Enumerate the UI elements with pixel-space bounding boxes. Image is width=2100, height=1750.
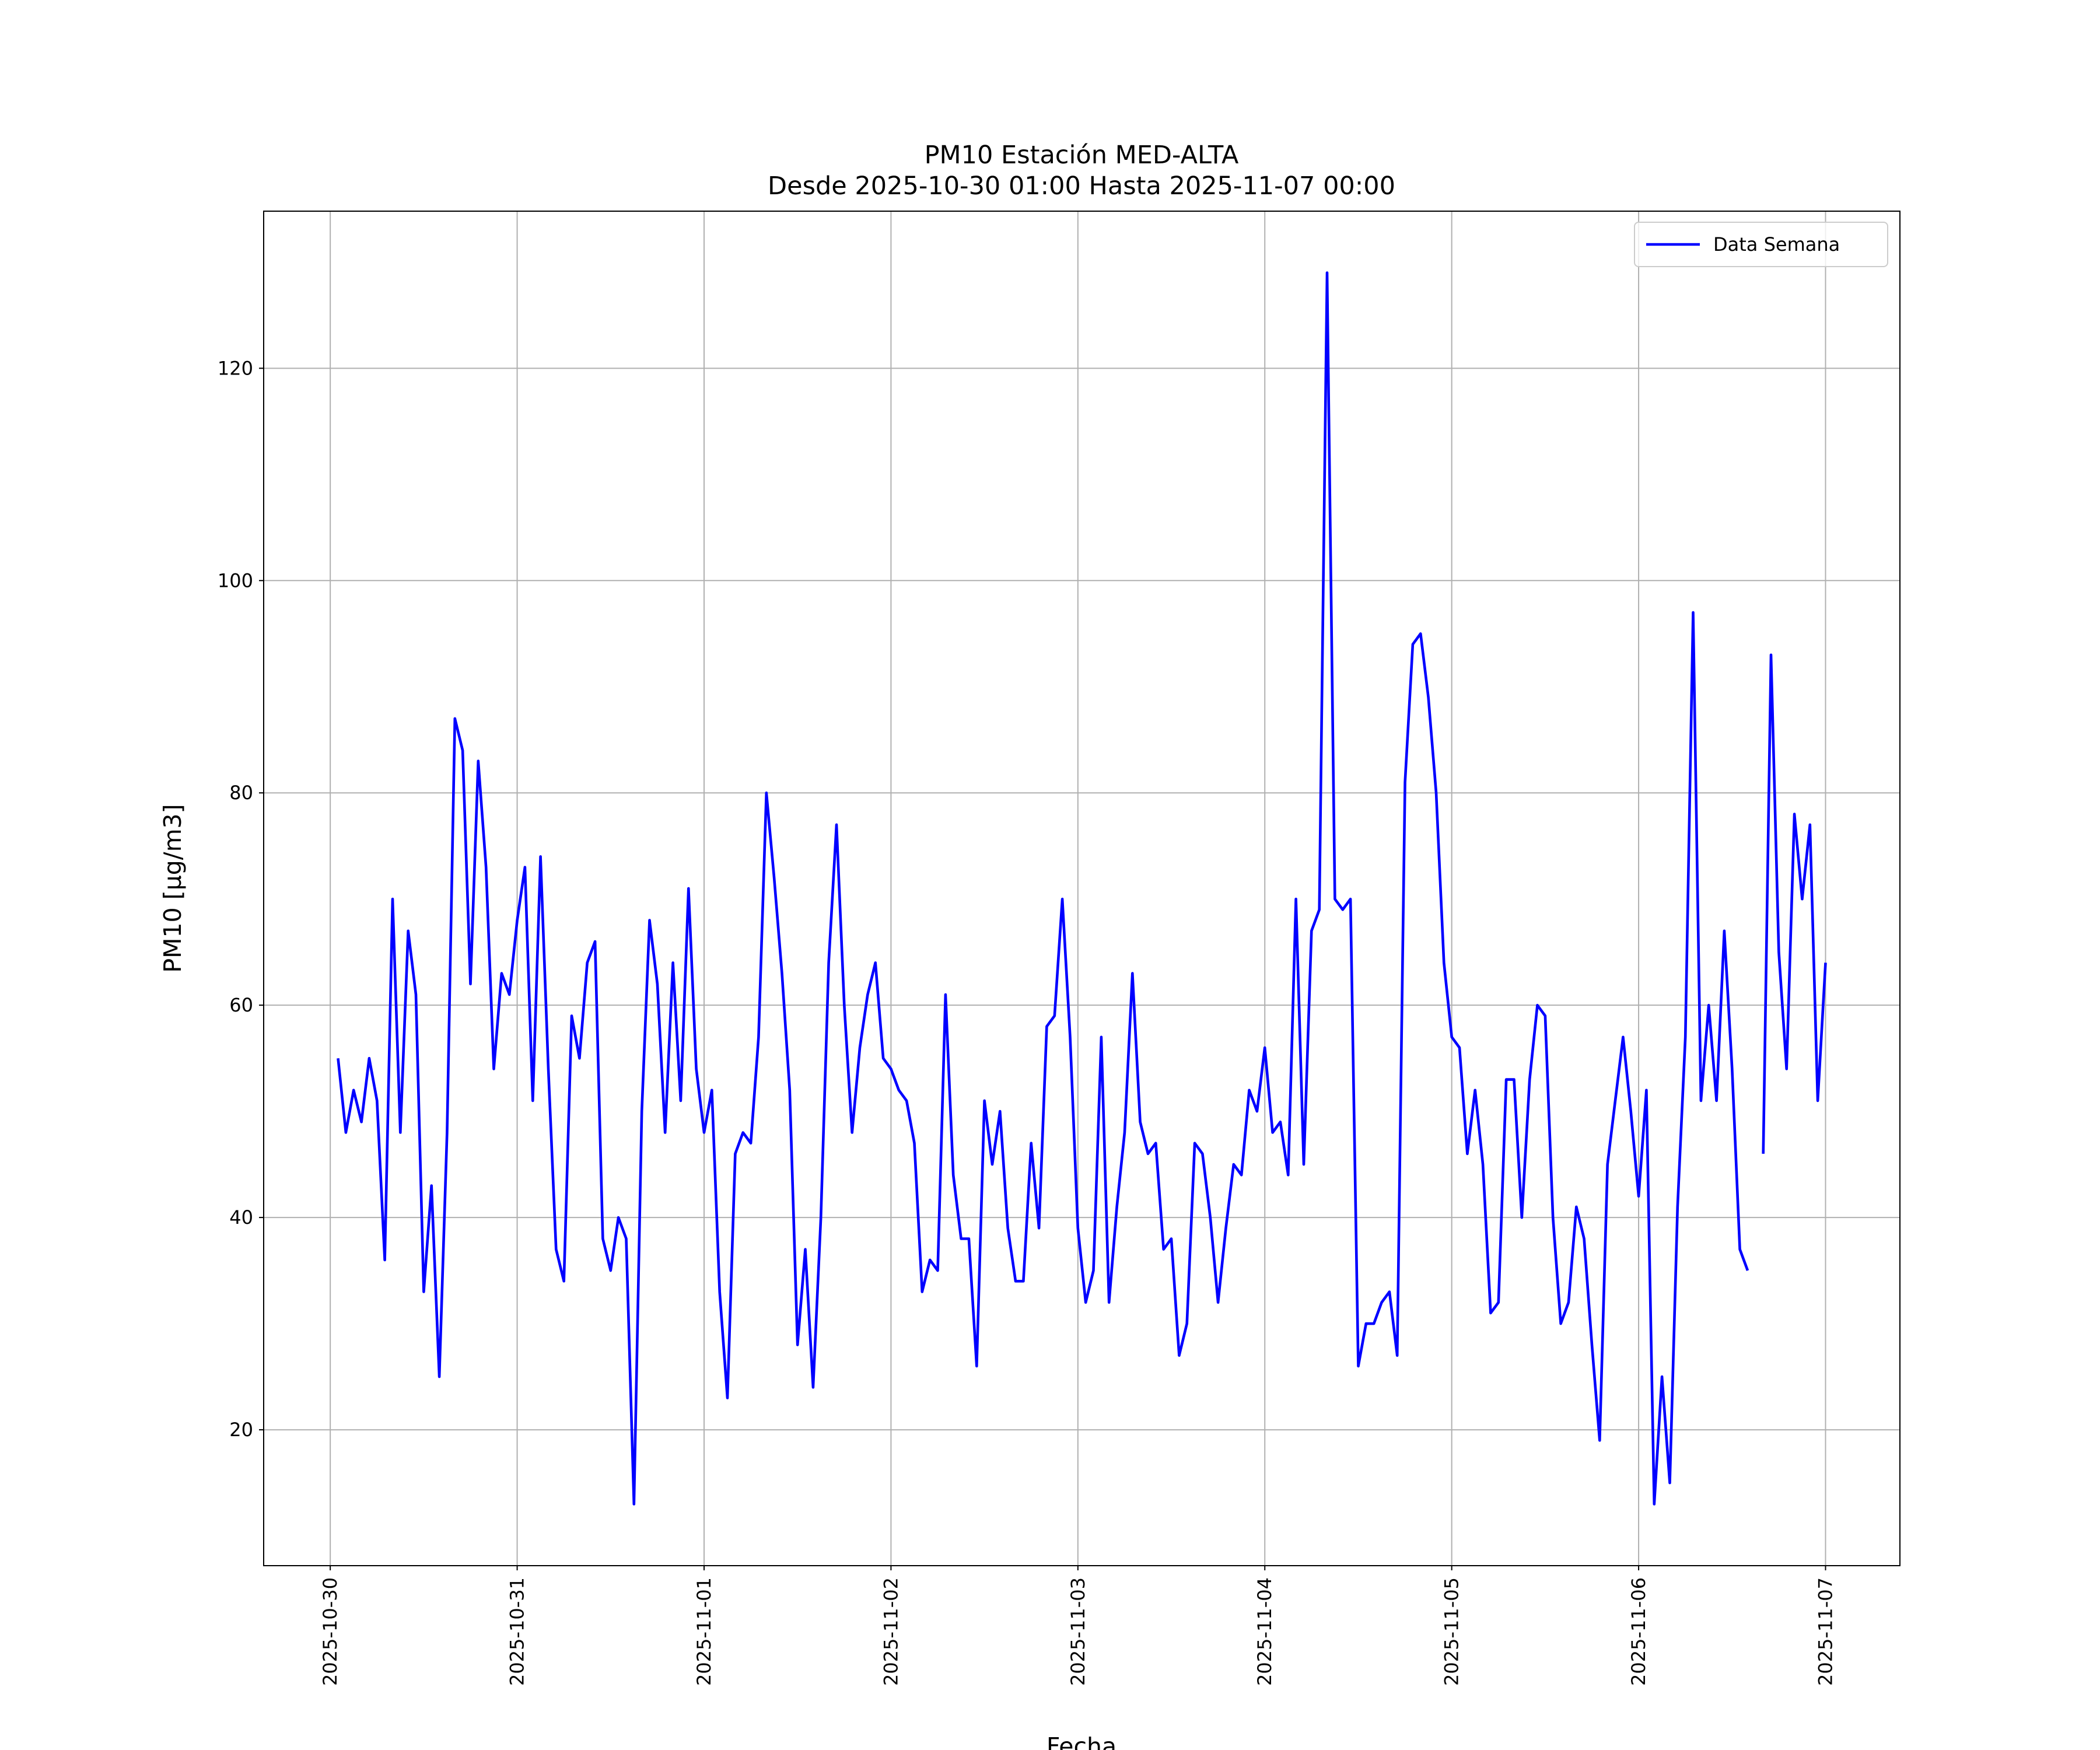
x-tick-label: 2025-10-30 [319,1577,341,1686]
chart-subtitle: Desde 2025-10-30 01:00 Hasta 2025-11-07 … [768,172,1395,201]
x-tick-label: 2025-11-04 [1254,1577,1276,1686]
chart-title: PM10 Estación MED-ALTA [925,141,1239,170]
legend-box [1634,222,1888,267]
x-axis: 2025-10-30 2025-10-31 2025-11-01 2025-11-02… [319,1566,1837,1686]
x-axis-label: Fecha [1046,1732,1116,1750]
legend-label: Data Semana [1713,233,1840,256]
axes-frame [263,211,1901,1566]
x-tick-label: 2025-11-06 [1628,1577,1650,1686]
y-axis-label: PM10 [μg/m3] [159,804,187,972]
y-tick-label: 80 [229,782,253,804]
x-tick-label: 2025-11-01 [693,1577,715,1686]
x-tick-label: 2025-11-02 [880,1577,902,1686]
x-tick-label: 2025-11-03 [1067,1577,1089,1686]
y-tick-label: 60 [229,994,253,1016]
data-points [338,272,1826,1504]
y-tick-label: 120 [218,357,253,379]
legend: Data Semana [1634,222,1888,267]
y-tick-label: 100 [218,569,253,592]
grid [264,211,1900,1566]
y-tick-label: 20 [229,1419,253,1441]
y-tick-label: 40 [229,1206,253,1228]
y-axis: 20 40 60 80 100 120 [218,357,264,1441]
x-tick-label: 2025-11-07 [1815,1577,1837,1686]
series-layer [337,271,1827,1506]
x-tick-label: 2025-11-05 [1441,1577,1463,1686]
x-tick-label: 2025-10-31 [506,1577,528,1686]
